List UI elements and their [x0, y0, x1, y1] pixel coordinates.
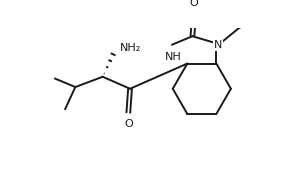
- Text: O: O: [124, 119, 133, 129]
- Text: NH₂: NH₂: [119, 43, 141, 53]
- Text: O: O: [190, 0, 199, 8]
- Text: NH: NH: [165, 52, 182, 62]
- Text: N: N: [214, 40, 222, 50]
